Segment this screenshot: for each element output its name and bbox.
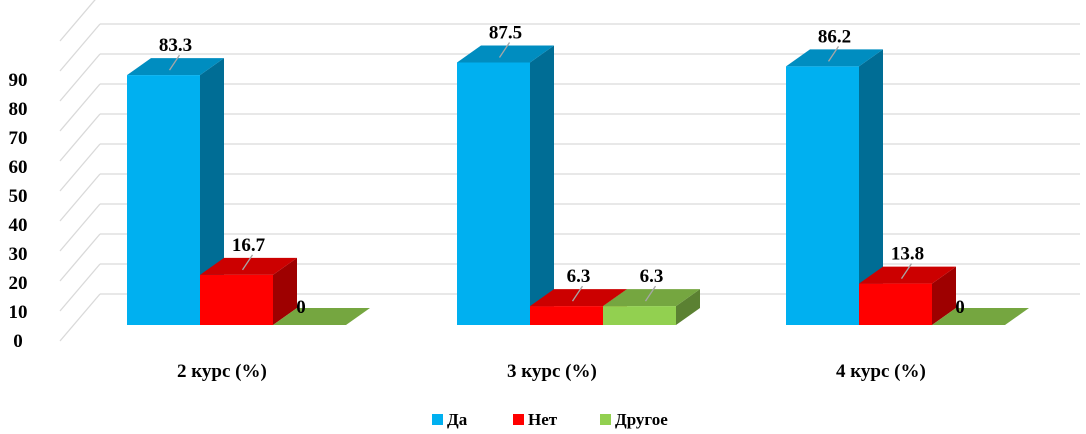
- y-tick-label: 50: [9, 186, 28, 207]
- bar: [859, 266, 956, 325]
- bar-top: [200, 257, 297, 275]
- leader-line: [644, 285, 657, 302]
- bar-front: [603, 306, 676, 325]
- legend-swatch: [513, 414, 524, 425]
- leader-line: [827, 46, 840, 62]
- bar-front: [530, 306, 603, 325]
- y-tick-label: 30: [9, 244, 28, 265]
- y-axis: 0 10 20 30 40 50 60 70 80 90: [9, 70, 28, 352]
- data-label: 0: [296, 297, 306, 318]
- bar-front: [200, 274, 273, 325]
- bar: [530, 289, 627, 325]
- data-label: 6.3: [567, 266, 591, 287]
- bar-side: [200, 58, 224, 325]
- legend-swatch: [600, 414, 611, 425]
- legend-item: Нет: [513, 410, 558, 429]
- bar: [932, 308, 1029, 325]
- leader-line: [498, 42, 511, 58]
- gridline-side: [59, 143, 101, 192]
- data-label: 87.5: [489, 23, 522, 44]
- y-tick-label: 40: [9, 215, 28, 236]
- legend-item: Да: [432, 410, 468, 429]
- bar-side: [273, 257, 297, 325]
- bar: [200, 257, 297, 325]
- gridline-side: [59, 113, 101, 162]
- gridline-side: [59, 263, 101, 312]
- data-label: 6.3: [640, 266, 664, 287]
- y-tick-label: 10: [9, 302, 28, 323]
- gridline-side: [59, 23, 101, 72]
- gridline-side: [59, 203, 101, 252]
- data-labels: 83.3 16.7 0 87.5 6.3 6.3 86.2 13.8 0: [159, 23, 965, 319]
- bar-top: [530, 289, 627, 307]
- legend-label: Да: [447, 410, 468, 429]
- gridline-side: [59, 173, 101, 222]
- bar-side: [530, 45, 554, 325]
- leader-line: [571, 285, 584, 302]
- bar: [786, 49, 883, 326]
- bar-top: [859, 266, 956, 284]
- y-tick-label: 20: [9, 273, 28, 294]
- data-label: 16.7: [232, 235, 266, 256]
- bar-side: [859, 49, 883, 326]
- leader-line: [900, 263, 913, 279]
- y-tick-label: 70: [9, 128, 28, 149]
- bar: [273, 308, 370, 325]
- gridline-side: [59, 293, 101, 342]
- bar-front: [457, 62, 530, 325]
- y-tick-label: 60: [9, 157, 28, 178]
- chart-bars: [127, 45, 1029, 326]
- data-label: 0: [955, 297, 965, 318]
- legend: Да Нет Другое: [432, 410, 668, 429]
- leader-line: [241, 254, 254, 271]
- bar-front: [127, 75, 200, 325]
- bar-top: [457, 45, 554, 63]
- data-label: 86.2: [818, 26, 851, 47]
- x-tick-label: 2 курс (%): [177, 361, 267, 382]
- legend-label: Нет: [528, 410, 558, 429]
- legend-label: Другое: [615, 410, 668, 429]
- bar-side: [932, 266, 956, 325]
- bar-top: [932, 308, 1029, 325]
- bar-front: [786, 66, 859, 326]
- data-label: 13.8: [891, 244, 924, 265]
- gridline-side: [59, 83, 101, 132]
- leader-line: [168, 54, 181, 71]
- bar-front: [859, 283, 932, 325]
- x-tick-label: 3 курс (%): [507, 361, 597, 382]
- legend-item: Другое: [600, 410, 668, 429]
- y-tick-label: 90: [9, 70, 28, 91]
- gridline-side: [59, 53, 101, 102]
- y-tick-label: 0: [13, 331, 23, 352]
- bar: [127, 58, 224, 325]
- x-axis: 2 курс (%) 3 курс (%) 4 курс (%): [177, 361, 926, 382]
- bar-top: [127, 58, 224, 76]
- bar-side: [676, 289, 700, 325]
- legend-swatch: [432, 414, 443, 425]
- y-tick-label: 80: [9, 99, 28, 120]
- gridline-side: [59, 233, 101, 282]
- x-tick-label: 4 курс (%): [836, 361, 926, 382]
- bar-top: [273, 308, 370, 325]
- bar: [457, 45, 554, 325]
- bar: [603, 289, 700, 325]
- bar-top: [603, 289, 700, 307]
- bar-top: [786, 49, 883, 67]
- data-label: 83.3: [159, 35, 192, 56]
- gridline-side: [59, 0, 96, 42]
